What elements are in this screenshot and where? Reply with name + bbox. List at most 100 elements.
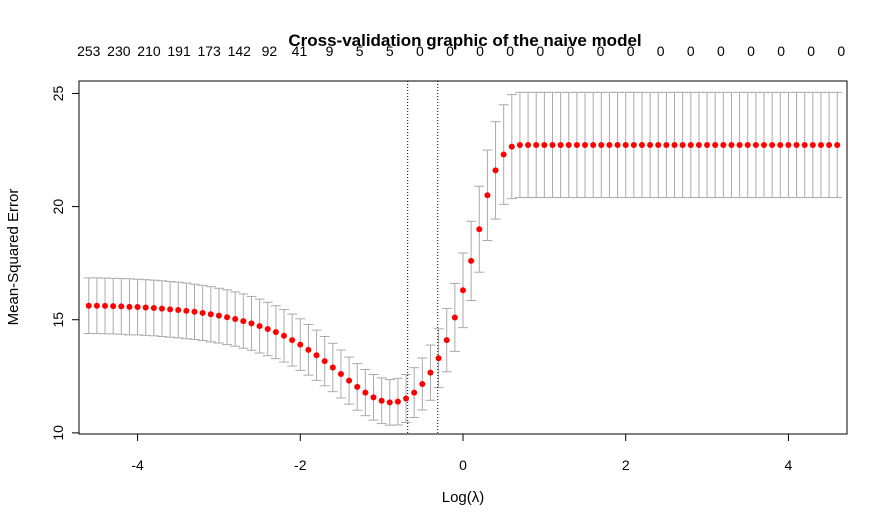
top-axis-label: 0: [597, 43, 605, 59]
data-point: [655, 142, 662, 149]
data-point: [704, 142, 711, 149]
data-point: [590, 142, 597, 149]
y-tick-label: 10: [50, 425, 66, 441]
data-point: [427, 369, 434, 376]
data-point: [134, 304, 141, 311]
data-point: [826, 142, 833, 149]
data-point: [150, 304, 157, 311]
data-point: [598, 142, 605, 149]
chart-title: Cross-validation graphic of the naive mo…: [288, 31, 641, 50]
data-point: [492, 167, 499, 174]
data-point: [362, 389, 369, 396]
y-axis-label: Mean-Squared Error: [5, 189, 22, 326]
data-point: [460, 287, 466, 294]
x-axis: -4 -2 0 2 4: [131, 433, 793, 473]
top-axis-label: 253: [77, 43, 101, 59]
top-axis-label: 0: [506, 43, 514, 59]
top-axis-label: 0: [657, 43, 665, 59]
data-point: [346, 377, 353, 384]
data-point: [142, 304, 149, 311]
top-axis-label: 0: [777, 43, 785, 59]
data-point: [565, 142, 572, 149]
data-point: [394, 398, 401, 405]
data-point: [248, 320, 255, 327]
top-axis-label: 142: [228, 43, 252, 59]
data-point: [761, 142, 768, 149]
data-point: [264, 326, 271, 333]
data-point: [720, 142, 727, 149]
top-axis-label: 0: [476, 43, 484, 59]
data-point: [541, 142, 548, 149]
top-axis-label: 210: [137, 43, 161, 59]
data-point: [777, 142, 784, 149]
data-point: [647, 142, 654, 149]
data-point: [809, 142, 816, 149]
data-point: [93, 302, 100, 309]
data-point: [289, 337, 296, 344]
x-tick-label: -4: [131, 457, 144, 473]
data-point: [671, 142, 678, 149]
data-point: [484, 192, 491, 199]
top-axis-label: 5: [356, 43, 364, 59]
data-point: [183, 307, 190, 314]
top-axis-label: 173: [197, 43, 221, 59]
data-point: [508, 143, 515, 150]
data-point: [614, 142, 621, 149]
data-point: [321, 358, 328, 365]
data-point: [687, 142, 694, 149]
data-point: [411, 389, 418, 396]
y-tick-label: 25: [50, 85, 66, 101]
y-tick-label: 15: [50, 312, 66, 328]
data-point: [817, 142, 824, 149]
top-axis-label: 9: [326, 43, 334, 59]
data-point: [476, 226, 483, 233]
data-point: [752, 142, 759, 149]
data-point: [582, 142, 589, 149]
data-point: [695, 142, 702, 149]
top-axis-label: 0: [807, 43, 815, 59]
data-point: [525, 142, 532, 149]
data-points: [85, 142, 841, 406]
data-point: [329, 364, 336, 371]
top-axis-label: 0: [446, 43, 454, 59]
top-axis: 253 230 210 191 173 142 92 41 9 5 5 0 0 0 0 0 0 0 0 0 0 0 0 0 0 0: [77, 43, 845, 59]
data-point: [419, 380, 426, 387]
top-axis-label: 0: [747, 43, 755, 59]
data-point: [736, 142, 743, 149]
data-point: [207, 311, 214, 318]
data-point: [793, 142, 800, 149]
reference-lines: [407, 81, 439, 434]
y-tick-label: 20: [50, 199, 66, 215]
data-point: [167, 306, 174, 313]
top-axis-label: 0: [627, 43, 635, 59]
x-tick-label: -2: [294, 457, 307, 473]
data-point: [126, 303, 133, 310]
data-point: [224, 314, 231, 321]
top-axis-label: 0: [416, 43, 424, 59]
data-point: [451, 314, 458, 321]
data-point: [337, 371, 344, 378]
top-axis-label: 0: [687, 43, 695, 59]
data-point: [712, 142, 719, 149]
data-point: [573, 142, 580, 149]
y-axis: 10 15 20 25: [50, 85, 80, 441]
data-point: [622, 142, 629, 149]
top-axis-label: 0: [717, 43, 725, 59]
data-point: [102, 302, 109, 309]
data-point: [679, 142, 686, 149]
x-tick-label: 2: [622, 457, 630, 473]
data-point: [85, 302, 92, 309]
data-point: [606, 142, 613, 149]
data-point: [533, 142, 540, 149]
data-point: [305, 346, 312, 353]
data-point: [728, 142, 735, 149]
top-axis-label: 92: [262, 43, 278, 59]
data-point: [354, 383, 361, 390]
data-point: [215, 312, 222, 319]
data-point: [256, 323, 263, 330]
data-point: [435, 355, 442, 362]
data-point: [663, 142, 670, 149]
data-point: [468, 257, 475, 264]
top-axis-label: 0: [566, 43, 574, 59]
data-point: [744, 142, 751, 149]
